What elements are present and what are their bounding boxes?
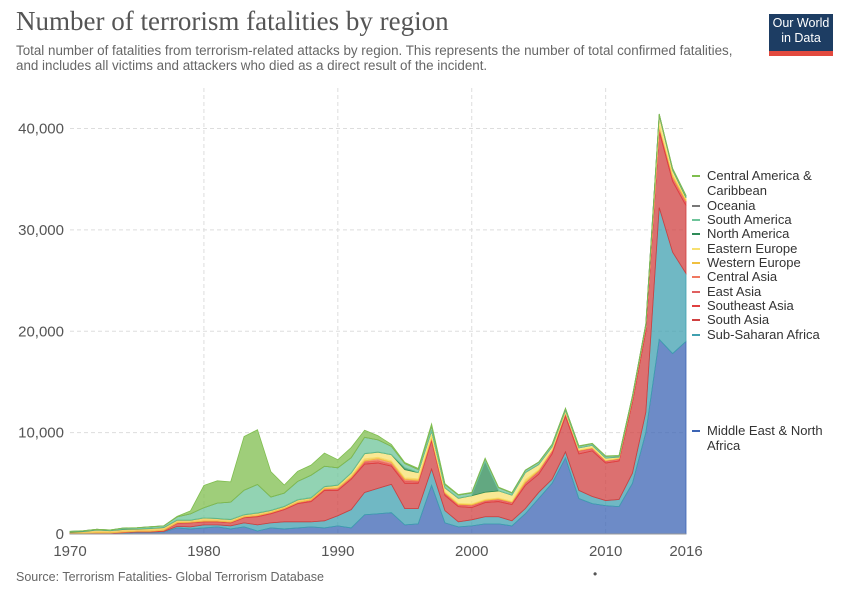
legend-label[interactable]: North America — [707, 226, 790, 241]
legend-label[interactable]: Africa — [707, 438, 741, 453]
source-note: Source: Terrorism Fatalities- Global Ter… — [16, 570, 324, 584]
legend-label[interactable]: Southeast Asia — [707, 298, 794, 313]
chart-subtitle: Total number of fatalities from terroris… — [16, 43, 733, 73]
bullet-dot: • — [593, 567, 598, 581]
axis-tick-labels: 0 10,000 20,000 30,000 40,000 1970 1980 1990 200… — [18, 121, 703, 560]
x-tick-label: 1990 — [321, 543, 354, 560]
legend-label[interactable]: Western Europe — [707, 255, 801, 270]
legend-label[interactable]: Middle East & North — [707, 423, 823, 438]
x-tick-label: 2000 — [455, 543, 488, 560]
logo-line-1: Our World — [772, 16, 830, 30]
y-tick-label: 0 — [56, 526, 64, 543]
logo-line-2: in Data — [781, 31, 821, 45]
legend-label[interactable]: Central America & — [707, 168, 812, 183]
area-central-america-caribbean[interactable] — [69, 113, 687, 532]
area-south-asia[interactable] — [69, 131, 687, 534]
y-tick-label: 40,000 — [18, 121, 64, 138]
y-tick-label: 20,000 — [18, 323, 64, 340]
legend-label[interactable]: Central Asia — [707, 269, 778, 284]
legend-label[interactable]: Caribbean — [707, 183, 767, 198]
chart-title: Number of terrorism fatalities by region — [16, 6, 449, 36]
legend-label[interactable]: Oceania — [707, 198, 756, 213]
legend-label[interactable]: South Asia — [707, 312, 770, 327]
x-tick-label: 2010 — [589, 543, 622, 560]
legend-label[interactable]: Eastern Europe — [707, 241, 797, 256]
y-tick-label: 10,000 — [18, 425, 64, 442]
x-tick-label: 2016 — [669, 543, 702, 560]
x-tick-label: 1970 — [53, 543, 86, 560]
y-tick-label: 30,000 — [18, 222, 64, 239]
logo-accent-bar — [769, 51, 833, 56]
legend-label[interactable]: East Asia — [707, 284, 762, 299]
area-series — [69, 113, 687, 535]
legend-label[interactable]: South America — [707, 212, 792, 227]
x-tick-label: 1980 — [187, 543, 220, 560]
legend-label[interactable]: Sub-Saharan Africa — [707, 327, 821, 342]
our-world-in-data-logo[interactable]: Our World in Data — [769, 14, 833, 56]
